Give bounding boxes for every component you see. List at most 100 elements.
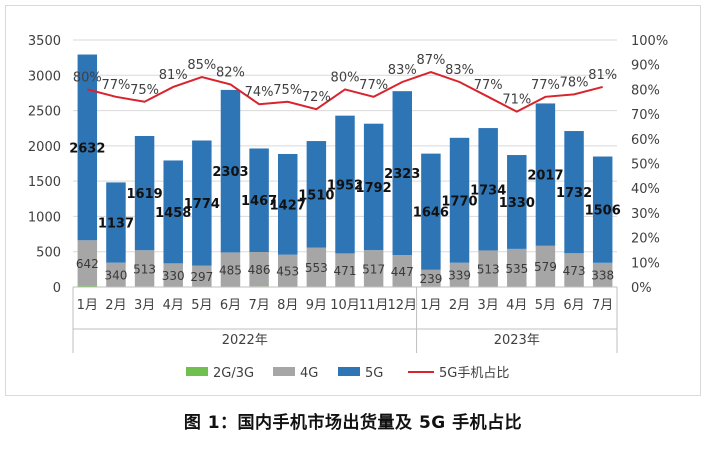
bar-5g-segment — [592, 156, 613, 263]
y-left-tick-label: 2500 — [28, 105, 61, 120]
bar-4g-segment — [507, 248, 527, 287]
data-label-5g: 1952 — [327, 179, 363, 194]
bar-5g-segment — [535, 103, 556, 246]
y-left-tick-label: 3500 — [28, 34, 61, 49]
bar-4g-segment — [363, 250, 384, 287]
data-label-5g: 1774 — [184, 197, 220, 212]
bar-4g-segment — [392, 255, 412, 287]
x-tick-label: 7月 — [248, 298, 269, 313]
y-right-tick-label: 30% — [631, 207, 660, 222]
data-label-share: 71% — [502, 93, 531, 108]
y-right-tick-label: 100% — [631, 34, 668, 49]
data-label-4g: 297 — [190, 270, 213, 284]
data-label-5g: 1732 — [556, 186, 592, 201]
x-tick-label: 6月 — [563, 298, 584, 313]
bar-5g-segment — [507, 155, 527, 249]
data-label-share: 85% — [187, 58, 216, 73]
x-tick-label: 10月 — [330, 298, 360, 313]
y-left-tick-label: 500 — [36, 246, 61, 261]
data-label-4g: 340 — [104, 269, 127, 283]
data-label-share: 81% — [159, 68, 188, 83]
x-tick-label: 4月 — [163, 298, 184, 313]
data-label-5g: 1770 — [441, 194, 477, 209]
bar-4g-segment — [278, 254, 298, 287]
bar-4g-segment — [220, 252, 241, 287]
x-tick-label: 2月 — [449, 298, 470, 313]
bar-4g-segment — [163, 263, 183, 287]
y-right-tick-label: 10% — [631, 256, 660, 271]
bar-4g-segment — [421, 269, 441, 287]
bar-4g-segment — [564, 253, 584, 287]
legend-label: 2G/3G — [213, 366, 254, 381]
data-label-5g: 1458 — [155, 206, 191, 221]
x-tick-label: 8月 — [277, 298, 298, 313]
bar-4g-segment — [134, 250, 155, 287]
bar-4g-segment — [449, 262, 470, 287]
y-right-tick-label: 40% — [631, 182, 660, 197]
data-label-share: 81% — [588, 68, 617, 83]
data-label-share: 82% — [216, 65, 245, 80]
data-label-4g: 553 — [305, 261, 328, 275]
data-label-5g: 1506 — [585, 204, 621, 219]
group-label: 2022年 — [222, 333, 268, 348]
data-label-4g: 579 — [534, 260, 557, 274]
data-label-5g: 1467 — [241, 194, 277, 209]
legend-label: 5G手机占比 — [439, 366, 509, 381]
bar-5g-segment — [192, 140, 212, 266]
y-left-tick-label: 0 — [53, 281, 61, 296]
y-left-tick-label: 1000 — [28, 210, 61, 225]
x-tick-label: 2月 — [105, 298, 126, 313]
y-right-tick-label: 70% — [631, 108, 660, 123]
data-label-4g: 447 — [391, 265, 414, 279]
data-label-share: 80% — [73, 70, 102, 85]
y-right-tick-label: 0% — [631, 281, 652, 296]
bar-5g-segment — [220, 89, 241, 253]
data-label-4g: 486 — [248, 263, 271, 277]
legend-label: 4G — [300, 366, 318, 381]
bar-5g-segment — [449, 137, 470, 263]
data-label-5g: 2017 — [527, 169, 563, 184]
data-label-5g: 1734 — [470, 183, 506, 198]
x-tick-label: 4月 — [506, 298, 527, 313]
bar-4g-segment — [335, 253, 355, 287]
x-tick-label: 5月 — [535, 298, 556, 313]
data-label-4g: 453 — [276, 265, 299, 279]
data-label-4g: 471 — [334, 264, 357, 278]
data-label-5g: 1646 — [413, 206, 449, 221]
data-label-share: 74% — [245, 85, 274, 100]
bar-4g-segment — [249, 251, 269, 287]
y-left-tick-label: 2000 — [28, 140, 61, 155]
bar-4g-segment — [77, 240, 98, 286]
data-label-share: 75% — [130, 83, 159, 98]
data-label-5g: 2323 — [384, 167, 420, 182]
line-5g-share — [87, 71, 603, 113]
bar-4g-segment — [592, 262, 613, 287]
y-left-tick-label: 3000 — [28, 69, 61, 84]
y-left-tick-label: 1500 — [28, 175, 61, 190]
legend-swatch — [273, 367, 295, 376]
bar-4g-segment — [106, 262, 126, 287]
data-label-4g: 485 — [219, 264, 242, 278]
x-tick-label: 12月 — [387, 298, 417, 313]
data-label-4g: 642 — [76, 257, 99, 271]
x-tick-label: 1月 — [420, 298, 441, 313]
y-right-tick-label: 20% — [631, 232, 660, 247]
x-tick-label: 7月 — [592, 298, 613, 313]
data-label-share: 87% — [416, 53, 445, 68]
bar-5g-segment — [363, 123, 384, 251]
bar-5g-segment — [392, 91, 412, 256]
bar-4g-segment — [478, 250, 498, 287]
data-label-share: 77% — [101, 78, 130, 93]
data-label-share: 83% — [445, 63, 474, 78]
bar-4g-segment — [535, 245, 556, 287]
data-label-4g: 330 — [162, 269, 185, 283]
legend-label: 5G — [365, 366, 383, 381]
data-label-share: 83% — [388, 63, 417, 78]
y-right-tick-label: 80% — [631, 83, 660, 98]
data-label-4g: 513 — [133, 262, 156, 276]
legend-swatch — [338, 367, 360, 376]
bar-5g-segment — [564, 131, 584, 254]
bar-5g-segment — [106, 182, 126, 263]
bar-5g-segment — [249, 148, 269, 252]
data-label-4g: 513 — [477, 263, 500, 277]
